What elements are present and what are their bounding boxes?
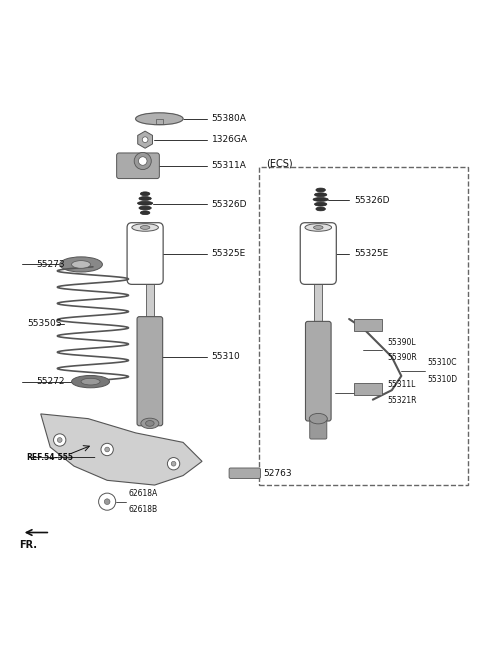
Ellipse shape [140,211,150,215]
Circle shape [104,499,110,505]
FancyBboxPatch shape [354,319,383,331]
Circle shape [142,137,148,143]
Circle shape [98,493,116,510]
FancyBboxPatch shape [127,223,163,284]
Circle shape [138,157,147,166]
Circle shape [101,443,113,456]
Text: 55326D: 55326D [354,196,389,205]
Text: 55310C: 55310C [427,359,457,367]
FancyBboxPatch shape [137,317,163,426]
Ellipse shape [139,196,151,200]
Circle shape [168,457,180,470]
Ellipse shape [313,225,323,229]
Ellipse shape [137,201,153,205]
Text: 55321R: 55321R [387,396,417,405]
Ellipse shape [136,113,183,125]
Ellipse shape [314,193,327,196]
Circle shape [171,461,176,466]
Text: 55311L: 55311L [387,380,416,389]
Ellipse shape [145,420,154,426]
Ellipse shape [72,375,109,388]
FancyBboxPatch shape [305,321,331,421]
Ellipse shape [316,207,325,211]
FancyBboxPatch shape [300,223,336,284]
Text: 52763: 52763 [264,468,292,478]
Ellipse shape [140,192,150,196]
FancyBboxPatch shape [156,119,163,124]
FancyBboxPatch shape [117,153,159,179]
Ellipse shape [139,206,151,210]
FancyBboxPatch shape [146,252,154,338]
Text: 55273: 55273 [36,260,64,269]
Ellipse shape [140,225,150,229]
FancyBboxPatch shape [259,167,468,485]
Ellipse shape [313,198,328,201]
Text: 55390L: 55390L [387,338,416,346]
Circle shape [105,447,109,452]
Text: 55310: 55310 [212,352,240,361]
Text: 55311A: 55311A [212,161,246,170]
FancyBboxPatch shape [314,267,322,338]
Ellipse shape [309,413,327,424]
Text: 55325E: 55325E [212,249,246,258]
Text: 55380A: 55380A [212,114,246,124]
Text: REF.54-555: REF.54-555 [26,453,73,462]
Text: 55390R: 55390R [387,353,417,362]
Ellipse shape [141,418,159,428]
Text: 55325E: 55325E [354,249,388,258]
Text: FR.: FR. [19,539,37,550]
Ellipse shape [305,223,332,231]
Ellipse shape [81,378,100,385]
Text: 62618B: 62618B [129,505,157,514]
Text: (ECS): (ECS) [266,158,293,168]
Circle shape [134,152,151,170]
Polygon shape [41,414,202,485]
Text: 55350S: 55350S [27,319,62,328]
Text: 55310D: 55310D [427,375,457,384]
Ellipse shape [60,257,102,272]
Circle shape [57,438,62,442]
Ellipse shape [314,202,327,206]
Text: 1326GA: 1326GA [212,135,248,144]
Ellipse shape [72,261,91,268]
FancyBboxPatch shape [229,468,261,478]
FancyBboxPatch shape [354,383,383,395]
Circle shape [54,434,66,446]
FancyBboxPatch shape [310,417,327,439]
Ellipse shape [132,223,158,231]
Text: 55326D: 55326D [212,200,247,209]
Text: 55272: 55272 [36,377,64,386]
Text: 62618A: 62618A [129,489,158,498]
Ellipse shape [316,188,325,192]
